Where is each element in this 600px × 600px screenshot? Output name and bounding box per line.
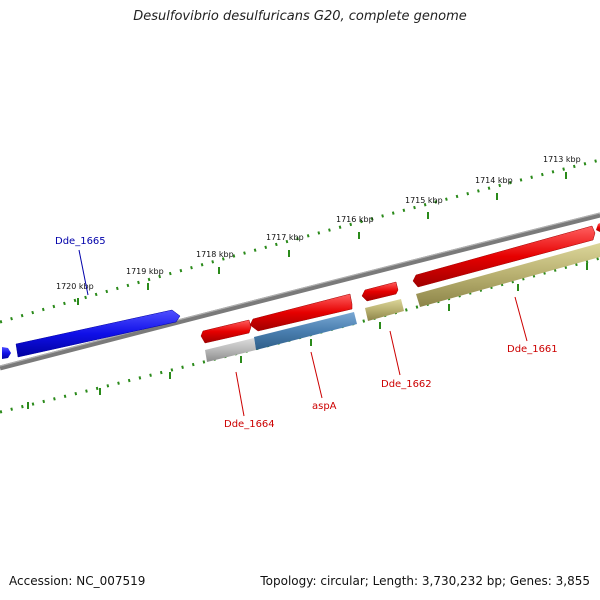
- gene-dde-1661-arrow[interactable]: [412, 225, 596, 288]
- outer-major-ticks: [77, 172, 567, 305]
- backbone-highlight: [0, 212, 600, 367]
- gene-partial-left-arrow[interactable]: [2, 347, 11, 359]
- inner-major-ticks: [27, 263, 588, 409]
- gene-aspa-arrow[interactable]: [249, 293, 353, 332]
- leader-dde-1665: [78, 249, 89, 296]
- tick-label: 1717 kbp: [266, 233, 304, 242]
- cds-dde-1664[interactable]: [205, 338, 256, 362]
- leader-dde-1664: [235, 371, 245, 417]
- genome-backbone: [0, 212, 600, 371]
- gene-label-dde-1662[interactable]: Dde_1662: [381, 379, 432, 390]
- gene-dde-1664-arrow[interactable]: [200, 319, 252, 344]
- label-leaders: [78, 249, 528, 417]
- tick-label: 1718 kbp: [196, 250, 234, 259]
- leader-dde-1661: [514, 296, 528, 342]
- gene-partial-right-arrow[interactable]: [596, 223, 600, 232]
- gene-label-dde-1661[interactable]: Dde_1661: [507, 344, 558, 355]
- tick-label: 1713 kbp: [543, 155, 581, 164]
- tick-label: 1714 kbp: [475, 176, 513, 185]
- tick-label: 1719 kbp: [126, 267, 164, 276]
- leader-dde-1662: [389, 330, 401, 376]
- leader-aspa: [310, 351, 323, 399]
- cds-aspa[interactable]: [254, 312, 357, 350]
- gene-label-dde-1665[interactable]: Dde_1665: [55, 236, 106, 247]
- accession-text: Accession: NC_007519: [9, 574, 146, 588]
- gene-dde-1662-arrow[interactable]: [361, 281, 399, 302]
- genome-title: Desulfovibrio desulfuricans G20, complet…: [133, 9, 467, 24]
- gene-label-dde-1664[interactable]: Dde_1664: [224, 419, 275, 430]
- gene-dde-1665-arrow[interactable]: [15, 309, 181, 358]
- tick-label: 1716 kbp: [336, 215, 374, 224]
- gene-label-aspa[interactable]: aspA: [312, 401, 337, 412]
- scale-labels: 1713 kbp 1714 kbp 1715 kbp 1716 kbp 1717…: [56, 155, 581, 291]
- cds-dde-1662[interactable]: [365, 299, 404, 321]
- genome-stats-text: Topology: circular; Length: 3,730,232 bp…: [260, 574, 590, 588]
- tick-label: 1715 kbp: [405, 196, 443, 205]
- cds-dde-1661[interactable]: [416, 243, 600, 307]
- tick-label: 1720 kbp: [56, 282, 94, 291]
